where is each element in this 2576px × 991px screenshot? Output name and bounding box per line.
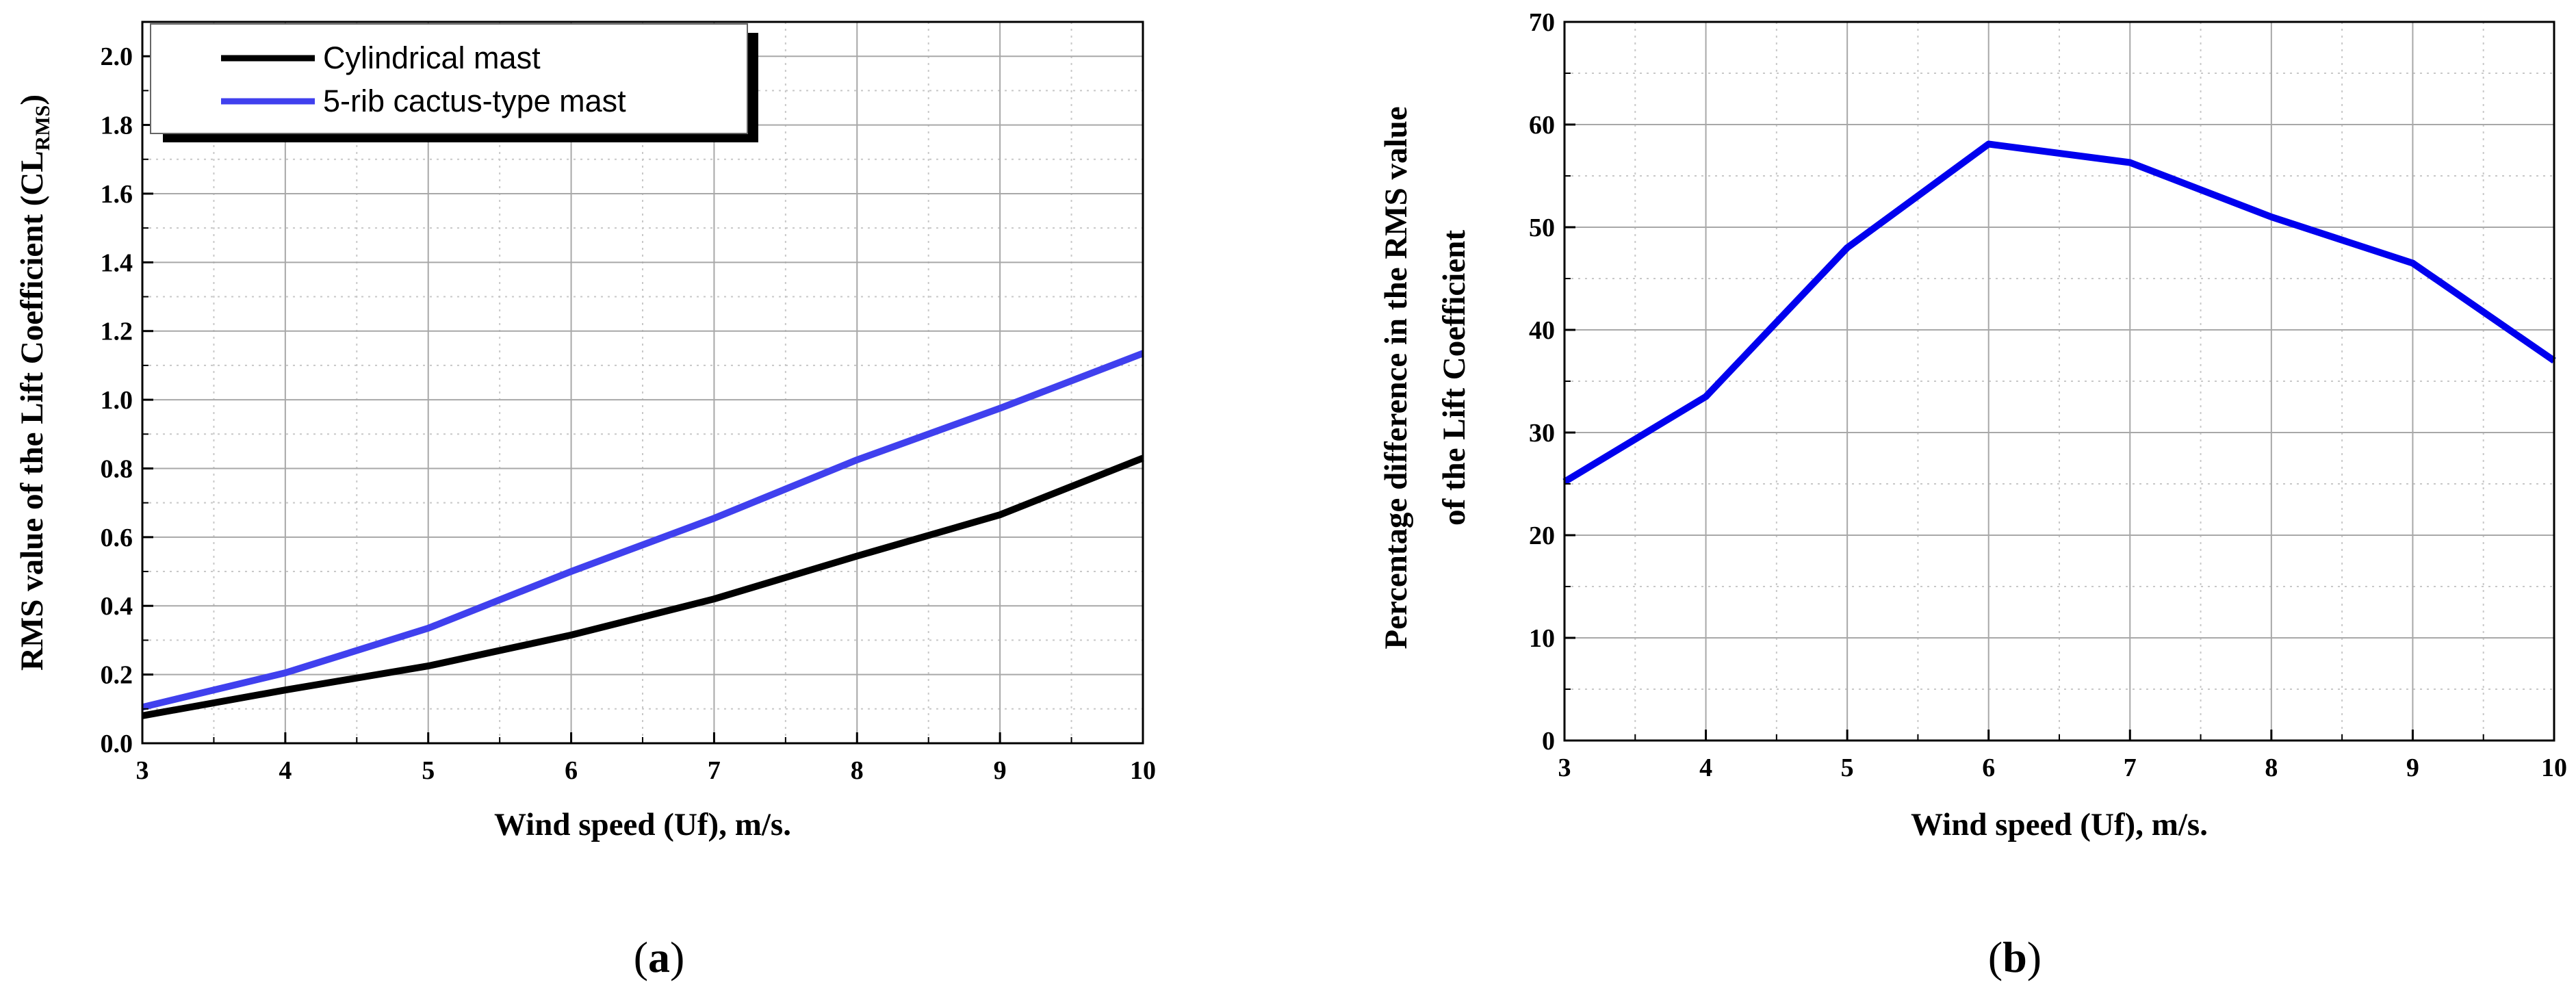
- a-y-tick-label: 0.2: [101, 661, 133, 690]
- panel-b-chart: 3 4 5 6 7 8 9 10 0 10 20 30 40 50 60 70 Wind speed (Uf)…: [1378, 8, 2567, 981]
- b-x-tick-label: 10: [2541, 754, 2567, 782]
- a-x-tick-label: 3: [136, 756, 149, 785]
- a-y-tick-label: 0.8: [101, 454, 133, 483]
- b-x-tick-label: 4: [1699, 754, 1712, 782]
- b-series-line-0: [1562, 140, 2556, 485]
- panel-a-legend: Cylindrical mast 5-rib cactus-type mast: [150, 23, 758, 142]
- b-y-tick-label: 50: [1529, 214, 1555, 242]
- panel-a-caption-letter: a: [648, 933, 670, 981]
- b-x-tick-label: 9: [2406, 754, 2419, 782]
- a-y-tick-label: 1.4: [101, 248, 133, 277]
- panel-a-series: [141, 350, 1144, 719]
- b-y-tick-label: 60: [1529, 111, 1555, 140]
- b-x-tick-label: 8: [2265, 754, 2278, 782]
- a-y-tick-label: 1.2: [101, 318, 133, 346]
- panel-a-chart: 3 4 5 6 7 8 9 10 0.0 0.2 0.4 0.6 0.8 1.0 1.2 1.4 1.6 1.8 2…: [14, 21, 1156, 981]
- a-x-tick-label: 5: [422, 756, 435, 785]
- panel-b-caption: (b): [1988, 933, 2042, 981]
- legend-label-cylindrical: Cylindrical mast: [323, 40, 541, 75]
- a-x-tick-label: 6: [565, 756, 578, 785]
- panel-a-y-axis-label: RMS value of the Lift Coefficient (CLRMS…: [14, 94, 54, 671]
- b-y-tick-label: 40: [1529, 316, 1555, 345]
- a-x-tick-label: 10: [1130, 756, 1156, 785]
- panel-b-ticks: 3 4 5 6 7 8 9 10 0 10 20 30 40 50 60 70: [1529, 8, 2567, 782]
- a-y-tick-label: 1.8: [101, 112, 133, 140]
- a-y-tick-label: 2.0: [101, 42, 133, 71]
- b-y-tick-label: 20: [1529, 522, 1555, 550]
- legend-box: [150, 23, 748, 134]
- a-y-tick-label: 1.6: [101, 180, 133, 209]
- b-x-tick-label: 6: [1982, 754, 1995, 782]
- panel-b-caption-letter: b: [2002, 933, 2027, 981]
- legend-label-cactus: 5-rib cactus-type mast: [323, 83, 626, 118]
- b-y-tick-label: 70: [1529, 8, 1555, 37]
- panel-b-x-axis-label: Wind speed (Uf), m/s.: [1911, 807, 2208, 842]
- panel-b-y-axis-label-line1: Percentage difference in the RMS value: [1378, 106, 1414, 649]
- panel-a-ticks: 3 4 5 6 7 8 9 10 0.0 0.2 0.4 0.6 0.8 1.0 1.2 1.4 1.6 1.8 2…: [101, 21, 1156, 785]
- panel-b-series: [1562, 140, 2556, 485]
- a-y-tick-label: 1.0: [101, 386, 133, 415]
- a-y-tick-label: 0.0: [101, 730, 133, 758]
- a-series-line-1: [141, 350, 1144, 711]
- b-x-tick-label: 3: [1558, 754, 1571, 782]
- panel-b-y-axis-label-line2: of the Lift Coefficient: [1437, 230, 1472, 526]
- b-x-tick-label: 5: [1841, 754, 1854, 782]
- b-y-tick-label: 10: [1529, 624, 1555, 653]
- panel-a-y-label-subscript: RMS: [31, 105, 54, 151]
- a-series-line-0: [142, 454, 1144, 719]
- b-x-tick-label: 7: [2124, 754, 2137, 782]
- a-y-tick-label: 0.6: [101, 524, 133, 552]
- b-y-tick-label: 30: [1529, 419, 1555, 448]
- a-x-tick-label: 9: [994, 756, 1007, 785]
- panel-a-caption: (a): [634, 933, 685, 981]
- a-x-tick-label: 8: [851, 756, 864, 785]
- panel-a-y-label-prefix: RMS value of the Lift Coefficient (CL: [14, 151, 50, 671]
- a-x-tick-label: 7: [708, 756, 721, 785]
- panel-a-x-axis-label: Wind speed (Uf), m/s.: [494, 807, 791, 842]
- panel-a-y-label-suffix: ): [14, 94, 50, 105]
- b-y-tick-label: 0: [1542, 727, 1555, 756]
- a-y-tick-label: 0.4: [101, 592, 133, 621]
- a-x-tick-label: 4: [279, 756, 292, 785]
